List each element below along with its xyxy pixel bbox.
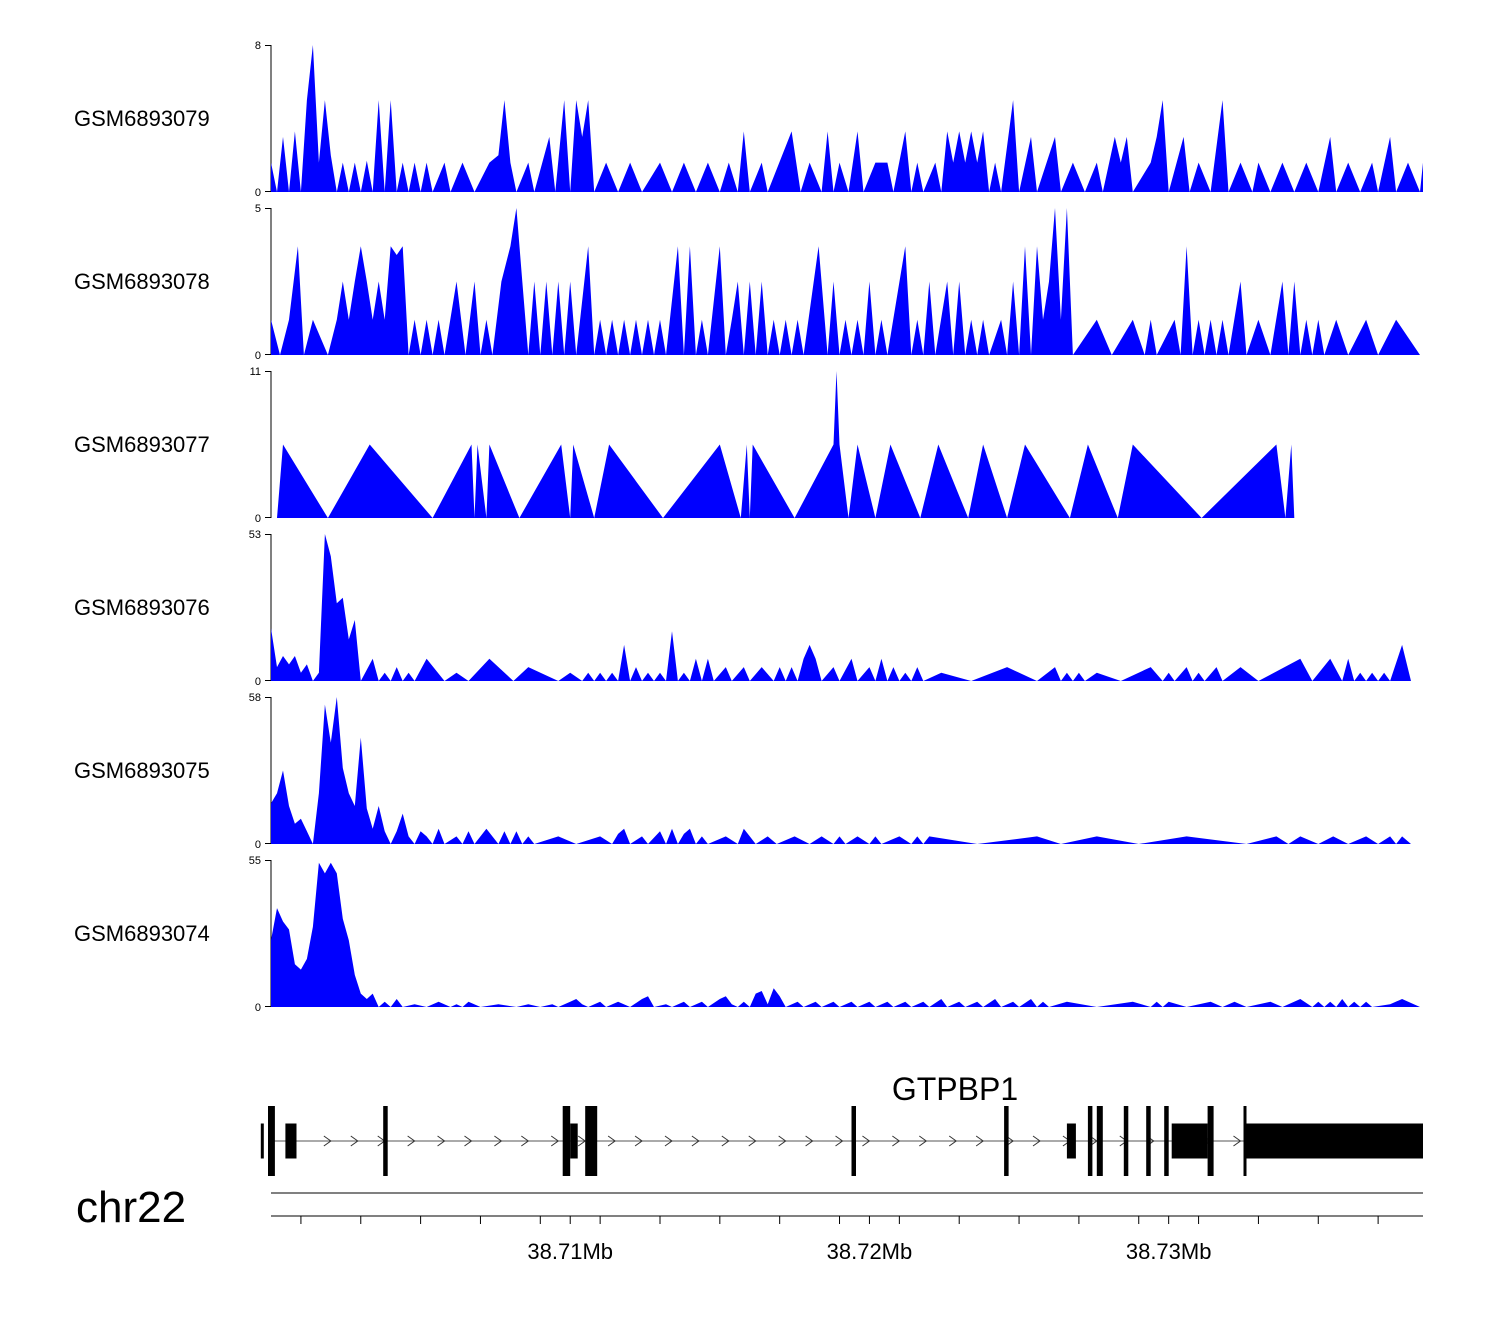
track-gsm6893077: GSM6893077 11 0 (74, 366, 1420, 525)
strand-arrow (691, 1135, 700, 1147)
strand-arrow (664, 1135, 673, 1147)
strand-arrow (350, 1135, 359, 1147)
exon-cds (383, 1106, 388, 1176)
gene-model-track: GTPBP1 (260, 1071, 1423, 1176)
chromosome-label: chr22 (76, 1183, 186, 1232)
strand-arrow (778, 1135, 787, 1147)
y-tick-label-bottom: 0 (255, 350, 261, 362)
exon-utr (285, 1123, 297, 1159)
strand-arrow (948, 1135, 958, 1147)
exon-cds (562, 1106, 571, 1176)
strand-arrow (323, 1135, 332, 1147)
track-gsm6893076: GSM6893076 53 0 (74, 529, 1411, 688)
y-tick-label-top: 53 (249, 529, 261, 541)
track-label: GSM6893074 (74, 921, 210, 946)
strand-arrow (494, 1135, 503, 1147)
strand-arrow (407, 1135, 416, 1147)
strand-arrow (437, 1135, 446, 1147)
track-label: GSM6893077 (74, 432, 210, 457)
exon-cds (1096, 1106, 1103, 1176)
coverage-area (271, 534, 1411, 681)
major-tick-label: 38.73Mb (1126, 1239, 1212, 1264)
y-tick-label-top: 58 (249, 692, 261, 704)
exon-cds (1004, 1106, 1009, 1176)
track-label: GSM6893075 (74, 758, 210, 783)
strand-arrow (577, 1135, 587, 1147)
strand-arrow (521, 1135, 530, 1147)
y-tick-label-bottom: 0 (255, 839, 261, 851)
coverage-area (271, 45, 1423, 192)
strand-arrow (464, 1135, 473, 1147)
y-tick-label-top: 8 (255, 40, 261, 52)
y-tick-label-top: 11 (250, 366, 261, 378)
strand-arrow (550, 1135, 560, 1147)
y-tick-label-bottom: 0 (255, 676, 261, 688)
exon-cds (585, 1106, 598, 1176)
strand-arrow (1233, 1135, 1242, 1147)
strand-arrow (919, 1135, 928, 1147)
track-label: GSM6893079 (74, 106, 210, 131)
exon-utr (1246, 1123, 1423, 1159)
track-gsm6893078: GSM6893078 5 0 (74, 203, 1420, 362)
y-tick-label-bottom: 0 (255, 1002, 261, 1014)
strand-arrow (721, 1135, 730, 1147)
track-gsm6893074: GSM6893074 55 0 (74, 855, 1420, 1014)
strand-arrow (805, 1135, 814, 1147)
y-tick-label-bottom: 0 (255, 187, 261, 199)
exon-cds (268, 1106, 275, 1176)
track-label: GSM6893076 (74, 595, 210, 620)
track-label: GSM6893078 (74, 269, 210, 294)
strand-arrow (862, 1135, 871, 1147)
exon-utr (1066, 1123, 1076, 1159)
strand-arrow (835, 1135, 844, 1147)
exon-utr (570, 1123, 578, 1159)
track-gsm6893079: GSM6893079 8 0 (74, 40, 1423, 199)
coverage-area (271, 208, 1420, 355)
strand-arrow (748, 1135, 757, 1147)
strand-arrow (634, 1135, 643, 1147)
exon-cds (1207, 1106, 1214, 1176)
exon-cds (1123, 1106, 1129, 1176)
exon-cds (1146, 1106, 1151, 1176)
y-tick-label-top: 5 (255, 203, 261, 215)
strand-arrow (892, 1135, 901, 1147)
coverage-tracks: GSM689307980GSM689307850GSM6893077110GSM… (74, 40, 1423, 1014)
major-tick-label: 38.72Mb (827, 1239, 913, 1264)
exon-utr (1171, 1123, 1208, 1159)
y-tick-label-bottom: 0 (255, 513, 261, 525)
strand-arrow (607, 1135, 616, 1147)
strand-arrow (1032, 1135, 1041, 1147)
genome-axis: chr22 38.71Mb 38.72Mb 38.73Mb (76, 1183, 1423, 1264)
strand-arrow (975, 1135, 985, 1147)
exon-cds (1164, 1106, 1169, 1176)
coverage-area (271, 697, 1411, 844)
major-tick-label: 38.71Mb (527, 1239, 613, 1264)
exon-cds (1087, 1106, 1093, 1176)
exon-cds (1243, 1106, 1247, 1176)
coverage-area (277, 371, 1420, 518)
coverage-area (271, 862, 1420, 1007)
gene-label: GTPBP1 (892, 1071, 1018, 1107)
exon-utr (260, 1123, 264, 1159)
y-tick-label-top: 55 (249, 855, 261, 867)
track-gsm6893075: GSM6893075 58 0 (74, 692, 1411, 851)
exon-cds (851, 1106, 856, 1176)
